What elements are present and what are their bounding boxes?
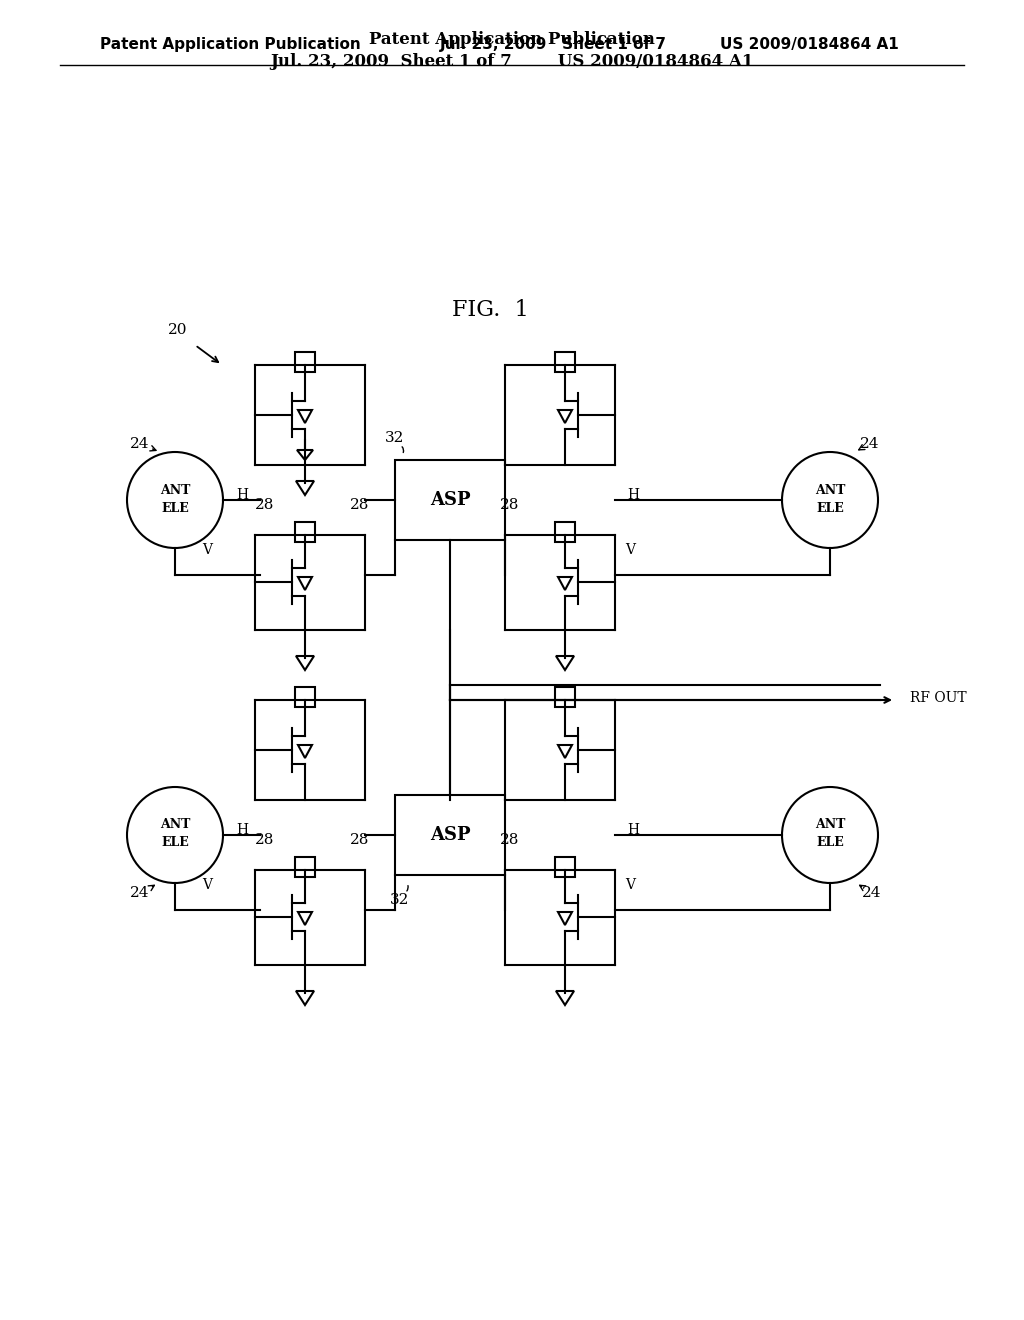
Bar <box>295 352 315 372</box>
Bar <box>295 857 315 876</box>
Circle shape <box>782 451 878 548</box>
Text: ASP: ASP <box>430 491 470 510</box>
Bar <box>555 521 575 543</box>
Text: ELE: ELE <box>816 502 844 515</box>
Circle shape <box>782 787 878 883</box>
Text: 28: 28 <box>255 498 274 512</box>
Text: 28: 28 <box>350 498 370 512</box>
Text: 28: 28 <box>350 833 370 847</box>
Bar <box>295 686 315 708</box>
Text: Patent Application Publication: Patent Application Publication <box>369 32 655 49</box>
Text: V: V <box>202 543 212 557</box>
Text: H: H <box>236 488 248 502</box>
Circle shape <box>127 451 223 548</box>
Text: H: H <box>627 822 639 837</box>
Bar <box>555 857 575 876</box>
Circle shape <box>127 787 223 883</box>
Text: V: V <box>202 878 212 892</box>
Text: ELE: ELE <box>816 837 844 850</box>
Text: ANT: ANT <box>160 483 190 496</box>
Text: 24: 24 <box>862 886 882 900</box>
Text: 28: 28 <box>501 833 520 847</box>
Text: 28: 28 <box>501 498 520 512</box>
Text: 28: 28 <box>255 833 274 847</box>
Bar <box>295 521 315 543</box>
Text: 24: 24 <box>130 886 150 900</box>
Bar <box>395 459 505 540</box>
Text: ANT: ANT <box>815 483 845 496</box>
Text: 24: 24 <box>860 437 880 451</box>
Text: V: V <box>625 878 635 892</box>
Text: ANT: ANT <box>815 818 845 832</box>
Text: Jul. 23, 2009  Sheet 1 of 7        US 2009/0184864 A1: Jul. 23, 2009 Sheet 1 of 7 US 2009/01848… <box>270 54 754 70</box>
Text: ELE: ELE <box>161 502 188 515</box>
Text: H: H <box>236 822 248 837</box>
Text: V: V <box>625 543 635 557</box>
Text: FIG.  1: FIG. 1 <box>452 300 528 321</box>
Bar <box>555 686 575 708</box>
Text: ANT: ANT <box>160 818 190 832</box>
Text: RF OUT: RF OUT <box>910 690 967 705</box>
Text: 32: 32 <box>385 432 404 445</box>
Bar <box>395 795 505 875</box>
Text: 20: 20 <box>168 323 187 337</box>
Text: ASP: ASP <box>430 826 470 843</box>
Bar <box>555 352 575 372</box>
Text: 32: 32 <box>390 894 410 907</box>
Text: ELE: ELE <box>161 837 188 850</box>
Text: Jul. 23, 2009   Sheet 1 of 7: Jul. 23, 2009 Sheet 1 of 7 <box>440 37 667 53</box>
Text: 24: 24 <box>130 437 150 451</box>
Text: Patent Application Publication: Patent Application Publication <box>100 37 360 53</box>
Text: H: H <box>627 488 639 502</box>
Text: US 2009/0184864 A1: US 2009/0184864 A1 <box>720 37 899 53</box>
